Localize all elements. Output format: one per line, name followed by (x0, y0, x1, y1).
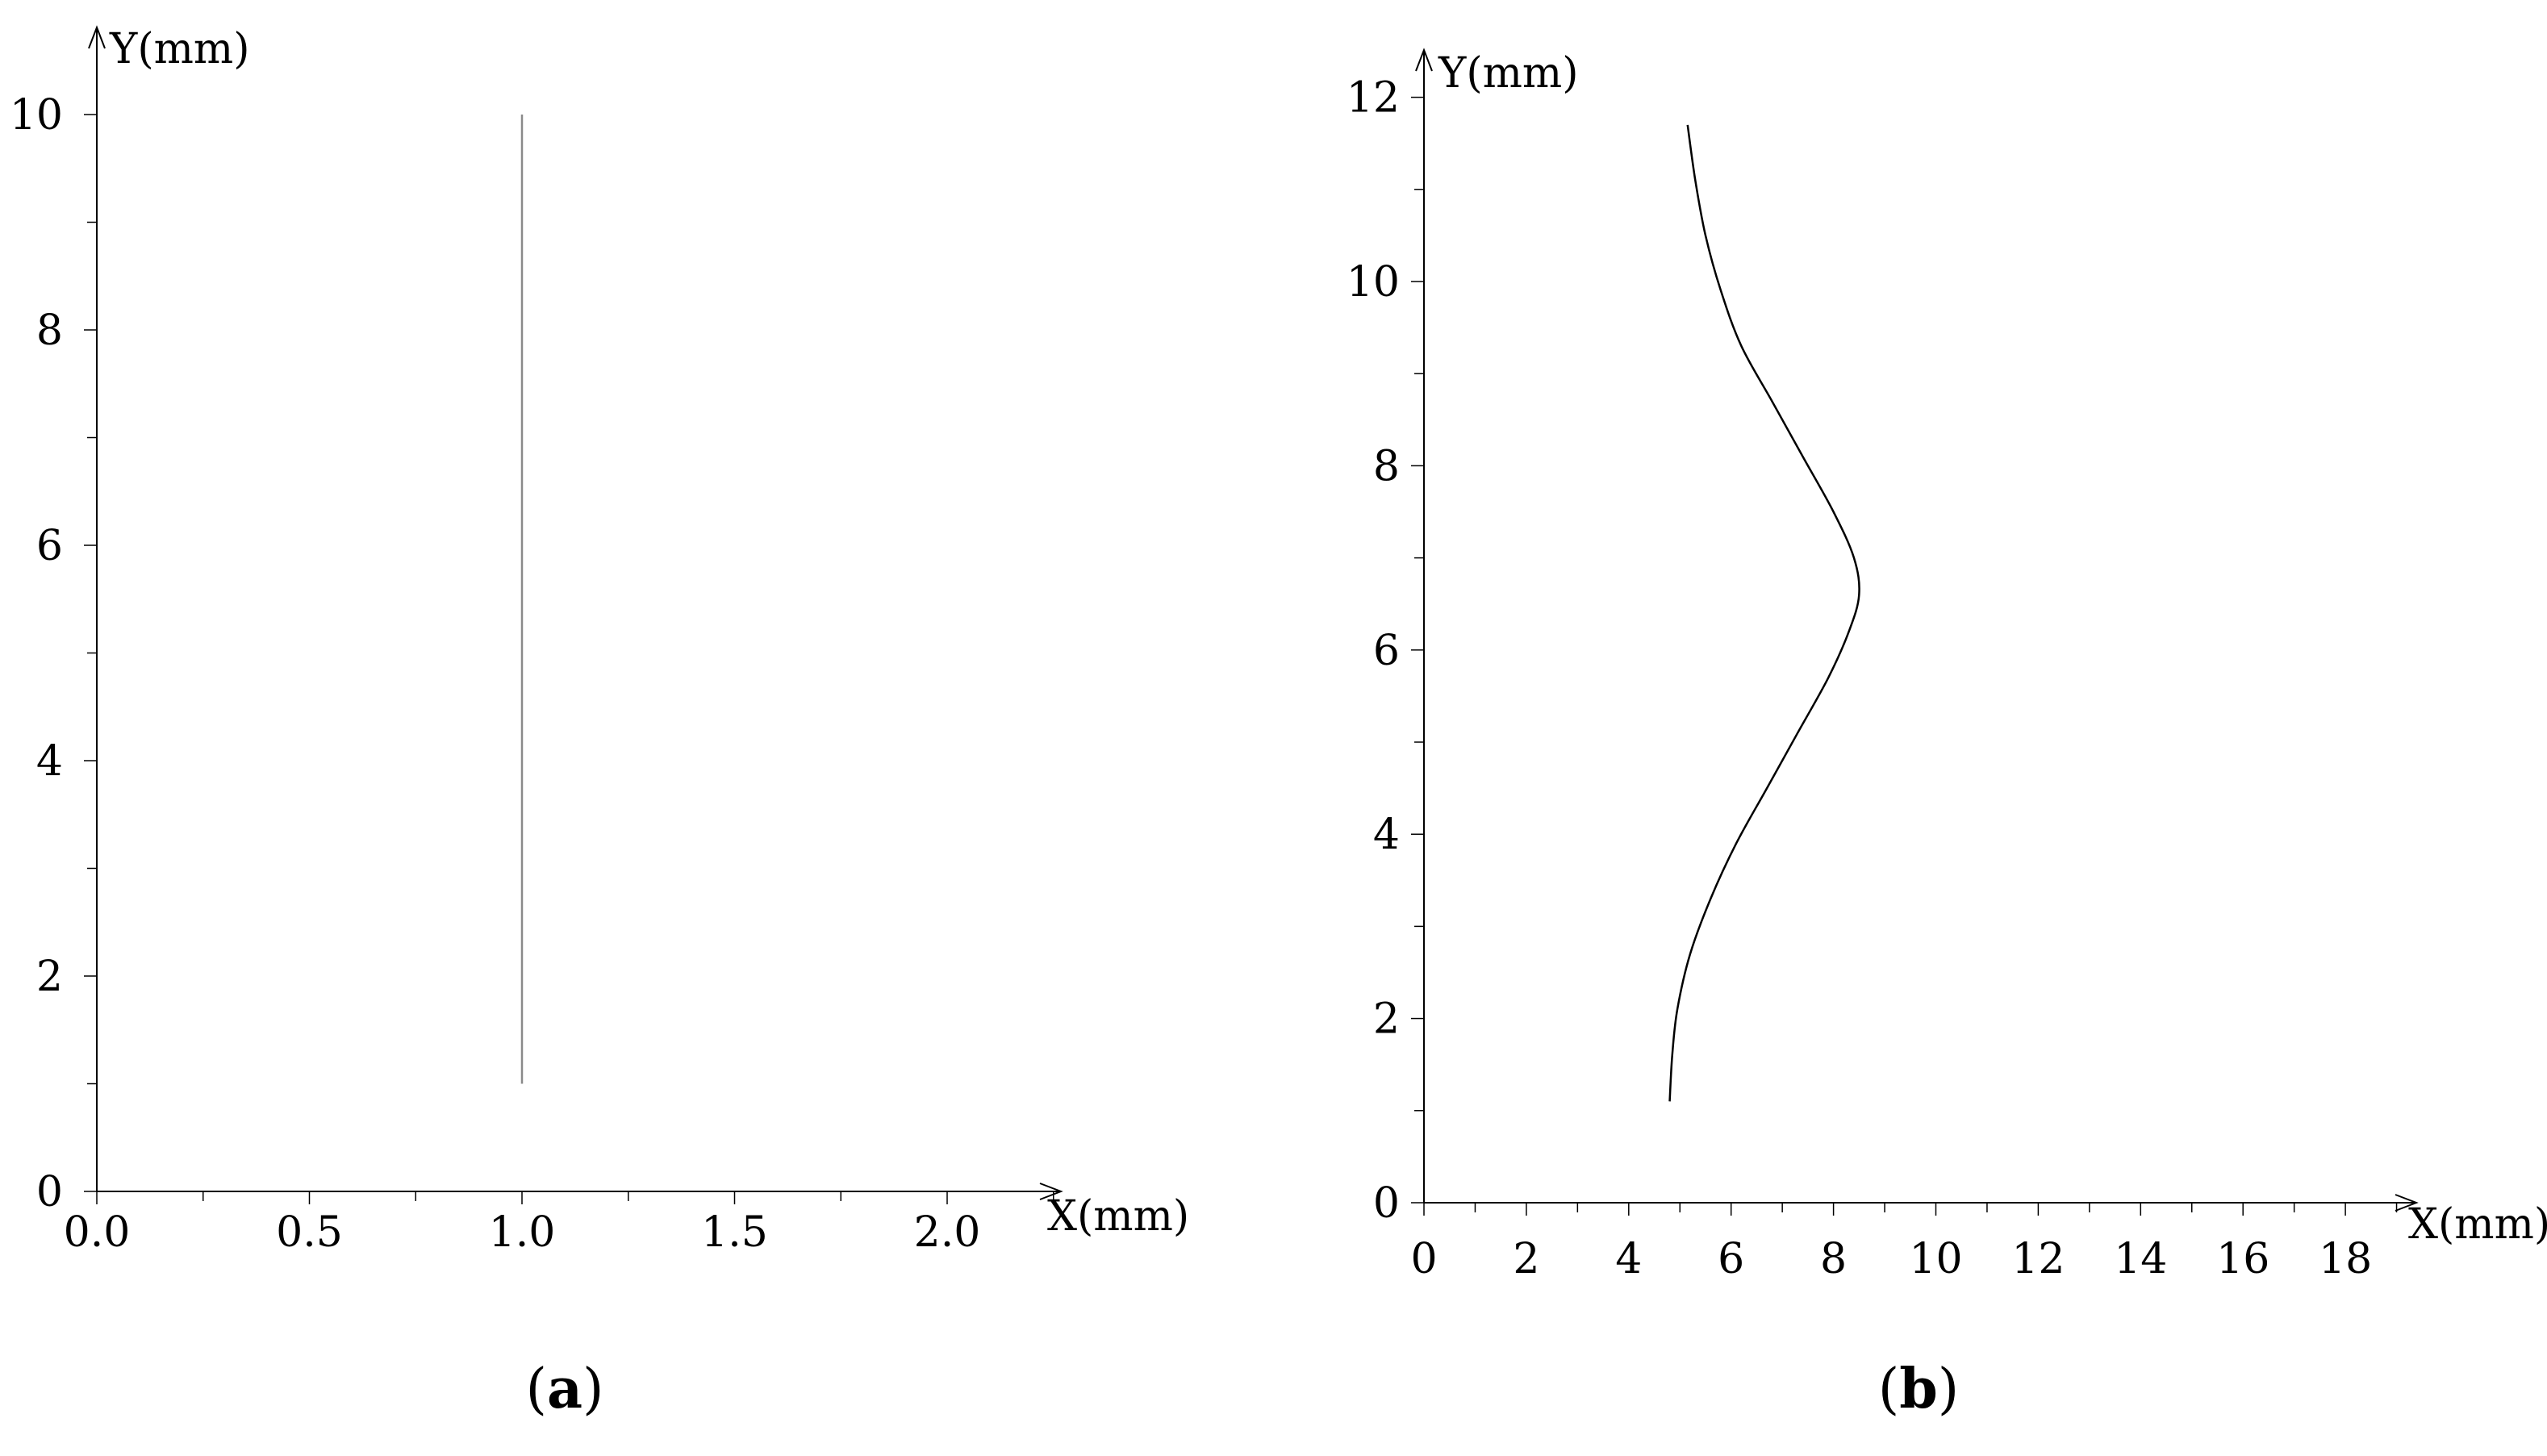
x-tick-label: 10 (1909, 1235, 1962, 1283)
y-tick-label: 0 (1373, 1179, 1400, 1228)
y-tick-label: 6 (1373, 627, 1400, 675)
y-tick-label: 0 (36, 1168, 63, 1216)
x-tick-label: 1.5 (701, 1208, 768, 1257)
x-axis-title: X(mm) (1047, 1192, 1189, 1241)
y-tick-label: 10 (1347, 258, 1400, 307)
data-series-line (1668, 124, 1860, 1102)
x-tick-label: 8 (1820, 1235, 1847, 1283)
x-tick-label: 14 (2114, 1235, 2167, 1283)
x-tick-label: 12 (2011, 1235, 2065, 1283)
x-tick-label: 1.0 (489, 1208, 556, 1257)
y-tick-label: 4 (36, 737, 63, 786)
x-tick-label: 0.5 (276, 1208, 343, 1257)
x-tick-label: 18 (2319, 1235, 2372, 1283)
x-tick-label: 2 (1513, 1235, 1539, 1283)
x-axis-arrowhead (1039, 1183, 1063, 1200)
panel-b-label: (b) (1878, 1357, 1960, 1421)
panel-a: 0.0 0.5 1.0 1.5 2.0 0 2 4 6 8 10 X(mm) Y(mm) (10, 25, 1189, 1257)
y-tick-label: 4 (1373, 811, 1400, 859)
x-tick-label: 0 (1410, 1235, 1437, 1283)
x-tick-label: 2.0 (914, 1208, 981, 1257)
y-tick-label: 8 (1373, 442, 1400, 490)
y-axis-title: Y(mm) (109, 25, 250, 73)
y-axis-arrowhead (1415, 48, 1433, 72)
x-tick-label: 6 (1718, 1235, 1744, 1283)
x-tick-label: 0.0 (64, 1208, 131, 1257)
panel-a-label: (a) (525, 1357, 603, 1421)
y-tick-label: 8 (36, 307, 63, 355)
y-axis-title: Y(mm) (1438, 49, 1579, 98)
y-tick-label: 10 (10, 91, 63, 140)
y-tick-label: 2 (1373, 995, 1400, 1044)
x-tick-label: 16 (2216, 1235, 2269, 1283)
y-tick-label: 6 (36, 522, 63, 570)
x-tick-label: 4 (1615, 1235, 1642, 1283)
y-tick-label: 2 (36, 953, 63, 1001)
x-axis-title: X(mm) (2408, 1200, 2547, 1249)
panel-b: 0 2 4 6 8 10 12 14 16 18 0 2 4 6 8 10 12 X(mm) Y(mm) (1347, 48, 2547, 1283)
y-axis-arrowhead (88, 25, 106, 49)
x-axis-arrowhead (2395, 1194, 2419, 1212)
y-tick-label: 12 (1347, 74, 1400, 123)
